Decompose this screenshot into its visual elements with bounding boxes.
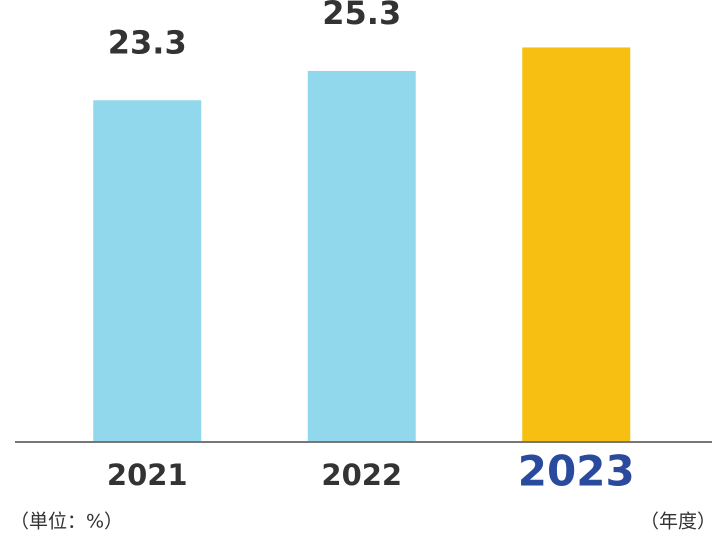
unit-label: （単位：%） — [10, 511, 123, 533]
value-label: 25.3 — [322, 0, 401, 32]
x-tick-label: 2023 — [518, 447, 635, 496]
x-tick-label: 2022 — [321, 458, 402, 492]
bar — [307, 70, 416, 442]
value-label: 23.3 — [108, 23, 187, 61]
x-tick-label: 2021 — [107, 458, 188, 492]
bar — [93, 100, 202, 443]
bar — [522, 47, 631, 442]
x-axis-label: （年度） — [640, 511, 716, 533]
